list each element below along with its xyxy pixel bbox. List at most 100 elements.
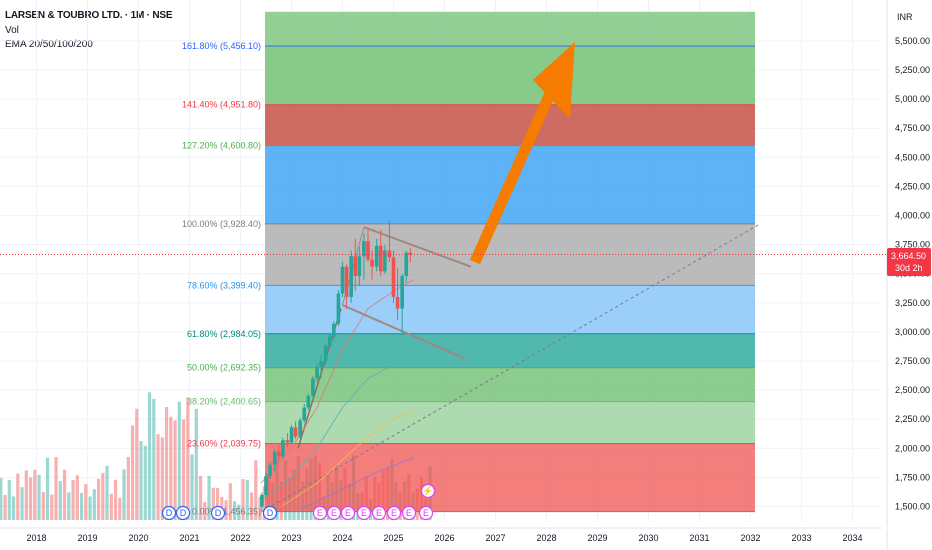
event-markers[interactable]: D D D D E E E E E E E E⚡ bbox=[161, 483, 436, 521]
fib-zone-1 bbox=[265, 46, 755, 105]
candle-body-29 bbox=[383, 250, 387, 272]
volume-indicator-label[interactable]: Vol bbox=[5, 25, 19, 36]
earnings-marker-0-text: E bbox=[317, 508, 323, 518]
candlesticks bbox=[260, 220, 413, 512]
volume-bar-1 bbox=[3, 494, 7, 520]
candle-body-20 bbox=[344, 266, 349, 297]
current-price-tag: 3,664.50 30d 2h bbox=[887, 248, 931, 276]
volume-bar-11 bbox=[45, 457, 50, 520]
dividend-marker-0-text: D bbox=[166, 508, 173, 518]
candle-body-15 bbox=[323, 345, 328, 361]
candle-body-24 bbox=[362, 241, 366, 257]
x-tick-2018: 2018 bbox=[26, 533, 46, 543]
x-tick-2030: 2030 bbox=[638, 533, 658, 543]
volume-bar-13 bbox=[54, 456, 58, 520]
candle-body-35 bbox=[408, 252, 413, 255]
candle-body-14 bbox=[319, 361, 323, 367]
volume-bar-15 bbox=[62, 469, 67, 520]
x-tick-2023: 2023 bbox=[281, 533, 301, 543]
volume-bar-18 bbox=[75, 475, 79, 520]
x-tick-2021: 2021 bbox=[179, 533, 199, 543]
dividend-marker-2-text: D bbox=[215, 508, 222, 518]
volume-bar-50 bbox=[211, 487, 215, 520]
dividend-marker-0-circle bbox=[161, 505, 177, 521]
volume-bar-5 bbox=[20, 487, 24, 520]
fib-label-7: 38.20% (2,400.65) bbox=[187, 397, 261, 407]
candle-body-4 bbox=[276, 451, 281, 457]
time-axis[interactable]: 2018 2019 2020 2021 2022 2023 2024 2025 2026 2027… bbox=[0, 527, 882, 543]
y-tick-7: 3,250.00 bbox=[895, 298, 930, 308]
volume-bar-36 bbox=[152, 398, 156, 520]
volume-bar-53 bbox=[224, 500, 228, 520]
volume-bar-24 bbox=[101, 472, 105, 520]
earnings-marker-1-circle bbox=[326, 505, 342, 521]
candle-body-16 bbox=[327, 336, 332, 346]
volume-bar-30 bbox=[126, 457, 130, 520]
y-tick-0: 1,500.00 bbox=[895, 502, 930, 512]
fib-label-2: 127.20% (4,600.80) bbox=[182, 141, 261, 151]
volume-bar-40 bbox=[169, 416, 173, 520]
ema-indicator-label[interactable]: EMA 20/50/100/200 bbox=[5, 39, 93, 50]
earnings-marker-4-circle bbox=[371, 505, 387, 521]
candle-body-18 bbox=[336, 293, 341, 324]
earnings-marker-6-text: E bbox=[406, 508, 412, 518]
y-tick-16: 5,500.00 bbox=[895, 36, 930, 46]
fib-label-8: 23.60% (2,039.75) bbox=[187, 439, 261, 449]
volume-bar-47 bbox=[198, 475, 203, 520]
earnings-marker-2-circle bbox=[340, 505, 356, 521]
x-tick-2034: 2034 bbox=[842, 533, 862, 543]
y-tick-9: 3,750.00 bbox=[895, 240, 930, 250]
x-tick-2031: 2031 bbox=[689, 533, 709, 543]
volume-bar-41 bbox=[173, 420, 177, 520]
candle-body-8 bbox=[293, 427, 298, 437]
volume-bar-49 bbox=[207, 475, 211, 520]
ema-200-line bbox=[301, 457, 415, 510]
volume-bar-20 bbox=[84, 484, 88, 520]
channel-upper bbox=[363, 226, 472, 268]
candle-body-0 bbox=[260, 494, 264, 507]
fib-zone-0 bbox=[265, 11, 755, 47]
split-marker-text: ⚡ bbox=[422, 485, 433, 497]
volume-bar-31 bbox=[130, 425, 135, 520]
candle-body-23 bbox=[357, 256, 362, 277]
ema-100-line bbox=[281, 409, 415, 507]
y-tick-5: 2,750.00 bbox=[895, 356, 930, 366]
candle-body-28 bbox=[378, 245, 383, 272]
candle-body-33 bbox=[400, 276, 404, 309]
volume-bar-57 bbox=[241, 479, 245, 520]
y-tick-1: 1,750.00 bbox=[895, 472, 930, 482]
fib-label-6: 50.00% (2,692.35) bbox=[187, 363, 261, 373]
candle-body-3 bbox=[272, 451, 277, 465]
candle-body-6 bbox=[285, 440, 290, 443]
dividend-marker-3-text: D bbox=[267, 508, 274, 518]
fib-label-3: 100.00% (3,928.40) bbox=[182, 219, 261, 229]
y-tick-12: 4,500.00 bbox=[895, 152, 930, 162]
candle-body-34 bbox=[404, 252, 409, 277]
fib-zone-7 bbox=[265, 367, 755, 402]
candle-body-5 bbox=[281, 440, 285, 457]
y-tick-6: 3,000.00 bbox=[895, 327, 930, 337]
y-tick-3: 2,250.00 bbox=[895, 414, 930, 424]
current-price-value: 3,664.50 bbox=[891, 251, 926, 261]
candle-body-19 bbox=[340, 266, 345, 294]
x-tick-2019: 2019 bbox=[77, 533, 97, 543]
fib-label-0: 161.80% (5,456.10) bbox=[182, 41, 261, 51]
volume-bar-7 bbox=[28, 477, 33, 520]
price-axis[interactable]: 1,500.00 1,750.00 2,000.00 2,250.00 2,500.00… bbox=[886, 0, 930, 550]
volume-bar-17 bbox=[71, 479, 75, 520]
fib-label-1: 141.40% (4,951.80) bbox=[182, 100, 261, 110]
y-tick-4: 2,500.00 bbox=[895, 385, 930, 395]
x-tick-2027: 2027 bbox=[485, 533, 505, 543]
volume-bar-43 bbox=[181, 419, 186, 520]
volume-bar-16 bbox=[67, 492, 71, 520]
earnings-marker-4-text: E bbox=[376, 508, 382, 518]
volume-bar-61 bbox=[258, 496, 262, 520]
volume-bar-26 bbox=[109, 493, 113, 520]
chart-title: LARSEN & TOUBRO LTD. · 1M · NSE bbox=[5, 10, 173, 21]
volume-bar-54 bbox=[228, 483, 232, 520]
volume-bar-14 bbox=[58, 481, 62, 520]
candle-body-12 bbox=[311, 378, 315, 396]
earnings-marker-6-circle bbox=[401, 505, 417, 521]
volume-bar-51 bbox=[215, 487, 220, 520]
